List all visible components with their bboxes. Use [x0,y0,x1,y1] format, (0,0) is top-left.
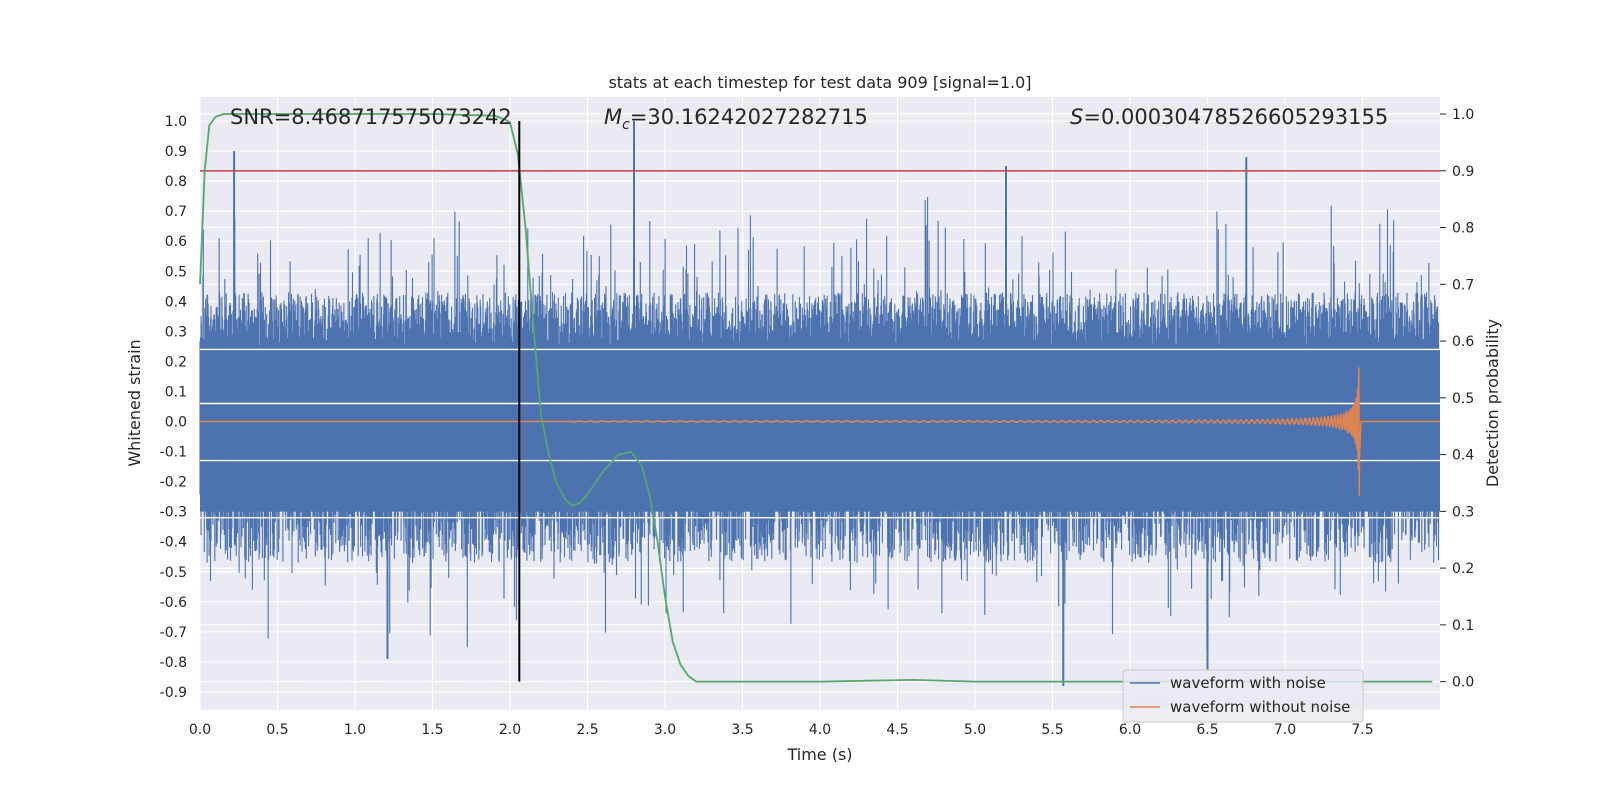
clean-waveform-series [200,367,1440,496]
detection-probability-series [199,113,1433,683]
x-tick-label: 3.0 [654,722,676,738]
x-tick-label: 6.5 [1196,722,1218,738]
y-tick-label-right: 0.7 [1452,277,1474,293]
x-axis-label: Time (s) [786,745,852,764]
legend-label-noise: waveform with noise [1170,674,1326,692]
y-tick-label-right: 0.0 [1452,675,1474,691]
x-tick-label: 7.5 [1351,722,1373,738]
y-tick-label-left: -0.8 [160,655,187,671]
y-tick-label-left: -0.6 [160,595,187,611]
y-ticks-left: 1.0 0.9 0.8 0.7 0.6 0.5 0.4 0.3 0.2 0.1 0.0 -0.1 -0.… [160,114,187,701]
y-tick-label-left: 0.0 [165,415,187,431]
noisy-strain-peaks [233,121,1248,686]
s-annotation: S=0.00030478526605293155 [1070,105,1388,129]
y-tick-label-right: 0.4 [1452,448,1474,464]
y-tick-label-right: 0.1 [1452,618,1474,634]
x-tick-label: 0.5 [266,722,288,738]
y-tick-label-right: 0.5 [1452,391,1474,407]
x-tick-label: 4.0 [809,722,831,738]
y-tick-label-left: 0.1 [165,384,187,400]
y-tick-label-left: 0.5 [165,264,187,280]
chirp-mass-value: =30.16242027282715 [630,105,868,129]
x-ticks: 0.0 0.5 1.0 1.5 2.0 2.5 3.0 3.5 4.0 4.5 5.0 5.5 6.0 6… [189,722,1374,738]
y-tick-label-left: -0.5 [160,565,187,581]
x-tick-label: 4.5 [886,722,908,738]
y-tick-label-right: 0.2 [1452,561,1474,577]
y-tick-label-left: 1.0 [165,114,187,130]
y-tick-label-left: 0.6 [165,234,187,250]
x-tick-label: 5.0 [964,722,986,738]
x-tick-label: 0.0 [189,722,211,738]
y-tick-label-left: -0.9 [160,685,187,701]
y-tick-label-right: 0.3 [1452,504,1474,520]
chirp-mass-subscript: c [622,117,630,133]
y-tick-label-right: 0.8 [1452,221,1474,237]
y-tick-label-right: 1.0 [1452,107,1474,123]
s-symbol: S [1070,105,1083,129]
y-tick-label-right: 0.9 [1452,164,1474,180]
y-tick-label-left: 0.3 [165,324,187,340]
x-tick-label: 3.5 [731,722,753,738]
legend-frame [1122,669,1364,723]
y-axis-label-left: Whitened strain [125,339,144,466]
x-tick-label: 2.0 [499,722,521,738]
y-tick-label-right: 0.6 [1452,334,1474,350]
y-tick-label-left: 0.7 [165,204,187,220]
y-axis-label-right: Detection probability [1483,319,1502,487]
x-tick-label: 1.0 [344,722,366,738]
legend: waveform with noise waveform without noi… [1122,669,1364,723]
plot-layer [199,113,1440,686]
y-tick-label-left: -0.4 [160,535,187,551]
y-tick-label-left: -0.7 [160,625,187,641]
y-tick-label-left: -0.1 [160,445,187,461]
s-value: =0.00030478526605293155 [1083,105,1388,129]
snr-annotation: SNR=8.468717575073242 [230,105,512,129]
y-tick-label-left: 0.8 [165,174,187,190]
legend-label-clean: waveform without noise [1170,698,1350,716]
y-tick-label-left: 0.4 [165,294,187,310]
chirp-mass-annotation: Mc=30.16242027282715 [604,105,868,133]
x-tick-label: 1.5 [421,722,443,738]
y-tick-label-left: -0.2 [160,475,187,491]
chirp-mass-symbol: M [604,105,622,129]
x-tick-label: 7.0 [1274,722,1296,738]
x-tick-label: 6.0 [1119,722,1141,738]
chart-title: stats at each timestep for test data 909… [608,73,1031,92]
x-tick-label: 5.5 [1041,722,1063,738]
noisy-strain-core [200,349,1440,512]
y-tick-label-left: -0.3 [160,505,187,521]
y-tick-label-left: 0.2 [165,354,187,370]
x-tick-label: 2.5 [576,722,598,738]
y-tick-label-left: 0.9 [165,144,187,160]
y-ticks-right: 1.0 0.9 0.8 0.7 0.6 0.5 0.4 0.3 0.2 0.1 0.0 [1440,107,1474,691]
